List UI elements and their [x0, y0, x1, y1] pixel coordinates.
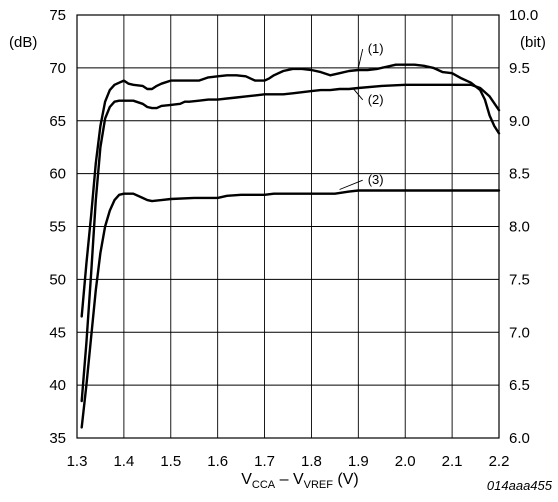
series-line-3 [80, 189, 501, 429]
series-line-1 [80, 63, 501, 318]
series-annotation-leader [357, 48, 364, 68]
series-line-2 [80, 83, 501, 403]
y-left-tick-label: 65 [49, 113, 66, 130]
y-right-tick-label: 10.0 [509, 7, 538, 24]
y-right-tick-label: 9.0 [509, 113, 530, 130]
x-tick-label: 1.5 [160, 453, 181, 470]
x-axis-label-sub1: CCA [252, 479, 276, 491]
x-tick-labels: 1.3 1.4 1.5 1.6 1.7 1.8 1.9 2.0 2.1 2.2 [67, 453, 510, 470]
x-axis-label-unit: (V) [333, 471, 359, 488]
series-annotation-leader [353, 88, 364, 101]
x-tick-label: 2.2 [489, 453, 510, 470]
series-label: (2) [368, 92, 384, 107]
y-left-tick-label: 35 [49, 430, 66, 447]
x-axis-label-v1: V [241, 471, 252, 488]
x-axis-label-v2: V [293, 471, 304, 488]
x-tick-label: 1.6 [207, 453, 228, 470]
y-left-tick-label: 55 [49, 219, 66, 236]
y-left-tick-label: 40 [49, 377, 66, 394]
series-lines [80, 63, 501, 429]
x-axis-label: VCCA – VVREF (V) [241, 471, 359, 491]
y-right-tick-labels: 6.0 6.5 7.0 7.5 8.0 8.5 9.0 9.5 10.0 [509, 7, 538, 447]
x-tick-label: 2.0 [395, 453, 416, 470]
x-tick-label: 1.7 [254, 453, 275, 470]
series-annotations: (1) (2) (3) [339, 41, 384, 190]
y-left-tick-label: 50 [49, 271, 66, 288]
y-left-unit-label: (dB) [9, 34, 37, 51]
y-left-tick-label: 60 [49, 166, 66, 183]
y-left-tick-label: 45 [49, 324, 66, 341]
x-axis-label-dash: – [275, 471, 293, 488]
figure-code: 014aaa455 [487, 478, 553, 493]
y-left-tick-label: 75 [49, 7, 66, 24]
y-right-unit-label: (bit) [520, 34, 546, 51]
y-right-tick-label: 8.5 [509, 166, 530, 183]
y-right-tick-label: 8.0 [509, 219, 530, 236]
y-right-tick-label: 7.0 [509, 324, 530, 341]
x-tick-label: 1.4 [113, 453, 134, 470]
x-tick-label: 1.3 [67, 453, 88, 470]
x-axis-label-sub2: VREF [304, 479, 334, 491]
y-right-tick-label: 9.5 [509, 60, 530, 77]
plot-frame [76, 14, 500, 439]
x-tick-label: 1.8 [301, 453, 322, 470]
y-left-tick-label: 70 [49, 60, 66, 77]
y-right-tick-label: 7.5 [509, 271, 530, 288]
y-left-tick-labels: 35 40 45 50 55 60 65 70 75 [49, 7, 66, 447]
y-right-tick-label: 6.0 [509, 430, 530, 447]
series-label: (3) [368, 172, 384, 187]
x-tick-label: 1.9 [348, 453, 369, 470]
series-label: (1) [368, 41, 384, 56]
x-tick-label: 2.1 [442, 453, 463, 470]
series-annotation-leader [339, 179, 363, 190]
grid-lines [77, 15, 499, 438]
y-right-tick-label: 6.5 [509, 377, 530, 394]
